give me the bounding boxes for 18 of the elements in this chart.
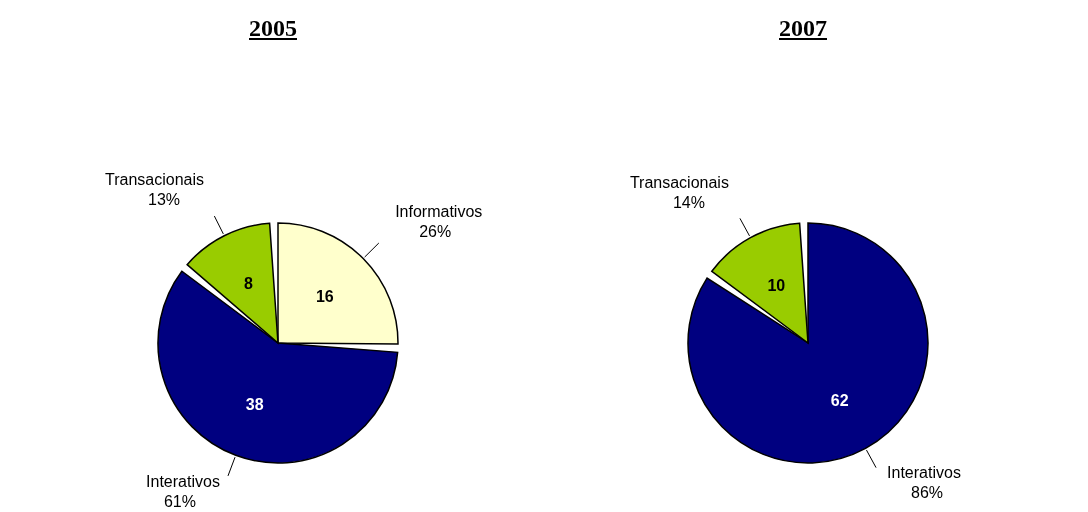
slice-label: Transacionais bbox=[105, 171, 205, 189]
text: 16 bbox=[315, 288, 334, 306]
text: 38 bbox=[245, 396, 264, 414]
data-label: 61% bbox=[163, 493, 196, 511]
slice-label: Transacionais bbox=[629, 174, 729, 192]
text: 8 bbox=[243, 275, 253, 293]
chart-title: 2005 bbox=[248, 14, 298, 43]
data-label: 13% bbox=[148, 191, 181, 209]
chart-title: 2007 bbox=[778, 14, 828, 43]
data-label: 26% bbox=[419, 222, 452, 240]
text: 62 bbox=[830, 392, 849, 410]
slice-label: Informativos bbox=[395, 202, 483, 220]
slice-label: Interativos bbox=[887, 463, 961, 481]
data-label: 14% bbox=[672, 194, 705, 212]
slice-label: Interativos bbox=[146, 473, 220, 491]
data-label: 86% bbox=[911, 483, 944, 501]
text: 10 bbox=[767, 276, 786, 294]
pie-slice bbox=[687, 222, 929, 464]
